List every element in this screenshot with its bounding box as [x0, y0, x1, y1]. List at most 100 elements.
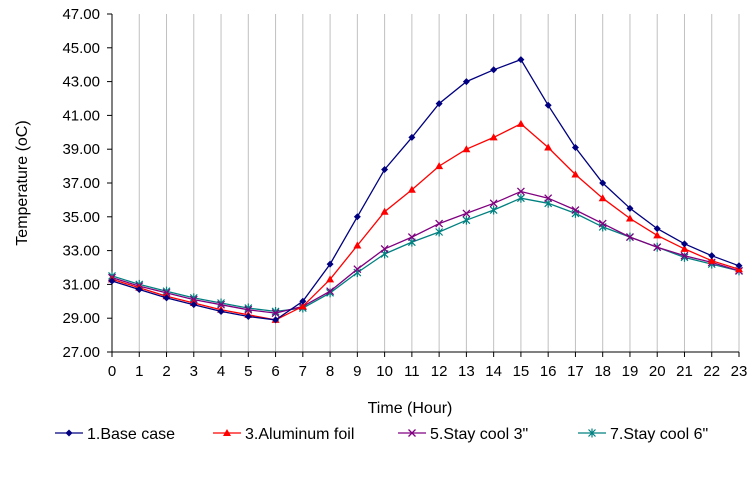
x-tick-label: 12 [431, 363, 448, 380]
data-point [326, 287, 335, 296]
y-axis-ticks: 27.00 29.00 31.00 33.00 35.00 37.00 39.00 41.00… [62, 6, 112, 361]
data-point [462, 215, 471, 225]
data-point [435, 100, 443, 108]
data-point [190, 301, 198, 309]
y-tick-label: 39.00 [62, 141, 100, 158]
data-point [353, 265, 362, 274]
y-tick-label: 45.00 [62, 40, 100, 57]
x-tick-label: 0 [108, 363, 116, 380]
x-tick-label: 17 [567, 363, 584, 380]
data-point [680, 240, 688, 248]
x-tick-label: 13 [458, 363, 475, 380]
data-point [271, 306, 280, 316]
legend-marker [408, 429, 416, 437]
data-point [680, 251, 689, 260]
data-point [271, 309, 280, 318]
data-point [435, 227, 444, 237]
data-point [462, 145, 471, 153]
data-point [625, 233, 634, 242]
x-tick-label: 9 [353, 363, 361, 380]
x-tick-label: 2 [162, 363, 170, 380]
x-tick-label: 23 [731, 363, 748, 380]
x-tick-label: 16 [540, 363, 557, 380]
data-point [326, 288, 335, 298]
x-tick-label: 6 [271, 363, 279, 380]
data-point [244, 305, 253, 314]
legend-item: 3.Aluminum foil [213, 426, 354, 443]
legend: 1.Base case 3.Aluminum foil 5.Stay cool 3"… [55, 426, 708, 443]
legend-item: 1.Base case [55, 426, 175, 443]
x-tick-label: 4 [217, 363, 225, 380]
data-point [299, 297, 307, 305]
data-point [163, 294, 171, 302]
data-point [490, 66, 498, 74]
legend-label: 7.Stay cool 6" [610, 426, 708, 443]
data-point [544, 101, 552, 109]
x-tick-label: 5 [244, 363, 252, 380]
x-tick-label: 11 [404, 363, 420, 380]
data-point [489, 199, 498, 208]
legend-marker [223, 429, 231, 436]
data-point [544, 194, 553, 203]
legend-item: 7.Stay cool 6" [578, 426, 708, 443]
y-tick-label: 35.00 [62, 209, 100, 226]
data-point [298, 302, 307, 310]
x-tick-label: 8 [326, 363, 334, 380]
data-point [381, 165, 389, 173]
x-tick-label: 7 [299, 363, 307, 380]
data-point [517, 56, 525, 64]
series-line [111, 58, 740, 321]
y-tick-label: 47.00 [62, 6, 100, 23]
x-tick-label: 3 [190, 363, 198, 380]
x-axis-ticks: 0 1 2 3 4 5 6 7 8 9 10 11 12 13 14 15 16 17 18 19 20 21 22 23 [108, 352, 748, 380]
x-tick-label: 19 [622, 363, 639, 380]
series-group [108, 56, 743, 324]
data-point [217, 307, 225, 315]
y-tick-label: 27.00 [62, 344, 100, 361]
data-point [598, 194, 607, 202]
data-point [516, 193, 525, 203]
legend-label: 3.Aluminum foil [245, 426, 354, 443]
x-tick-label: 14 [485, 363, 502, 380]
data-point [625, 214, 634, 222]
data-point [708, 252, 716, 260]
data-point [326, 275, 335, 283]
data-point [380, 244, 389, 253]
y-tick-label: 43.00 [62, 74, 100, 91]
series-5-stay-cool-3- [108, 187, 743, 318]
data-point [135, 285, 143, 293]
vertical-gridlines [138, 14, 740, 352]
data-point [407, 185, 416, 193]
data-point [217, 300, 226, 309]
x-tick-label: 1 [135, 363, 143, 380]
x-tick-label: 22 [703, 363, 720, 380]
y-tick-label: 33.00 [62, 243, 100, 260]
x-axis-title: Time (Hour) [368, 400, 453, 417]
y-axis-title: Temperature (oC) [14, 120, 31, 245]
data-point [680, 244, 689, 252]
series-1-base-case [108, 56, 743, 324]
x-tick-label: 10 [376, 363, 393, 380]
data-point [462, 78, 470, 86]
data-point [489, 205, 498, 215]
data-point [353, 213, 361, 221]
data-point [571, 206, 580, 214]
data-point [435, 219, 444, 228]
data-point [407, 233, 416, 242]
y-tick-label: 29.00 [62, 310, 100, 327]
data-point [735, 262, 743, 270]
x-tick-label: 18 [594, 363, 611, 380]
data-point [408, 133, 416, 141]
data-point [653, 231, 662, 239]
data-point [244, 313, 252, 321]
data-point [544, 143, 553, 151]
data-point [435, 162, 444, 170]
legend-label: 1.Base case [87, 426, 175, 443]
data-point [326, 260, 334, 268]
legend-label: 5.Stay cool 3" [430, 426, 528, 443]
data-point [571, 170, 580, 178]
data-point [380, 207, 389, 215]
data-point [516, 119, 525, 127]
legend-item: 5.Stay cool 3" [398, 426, 528, 443]
